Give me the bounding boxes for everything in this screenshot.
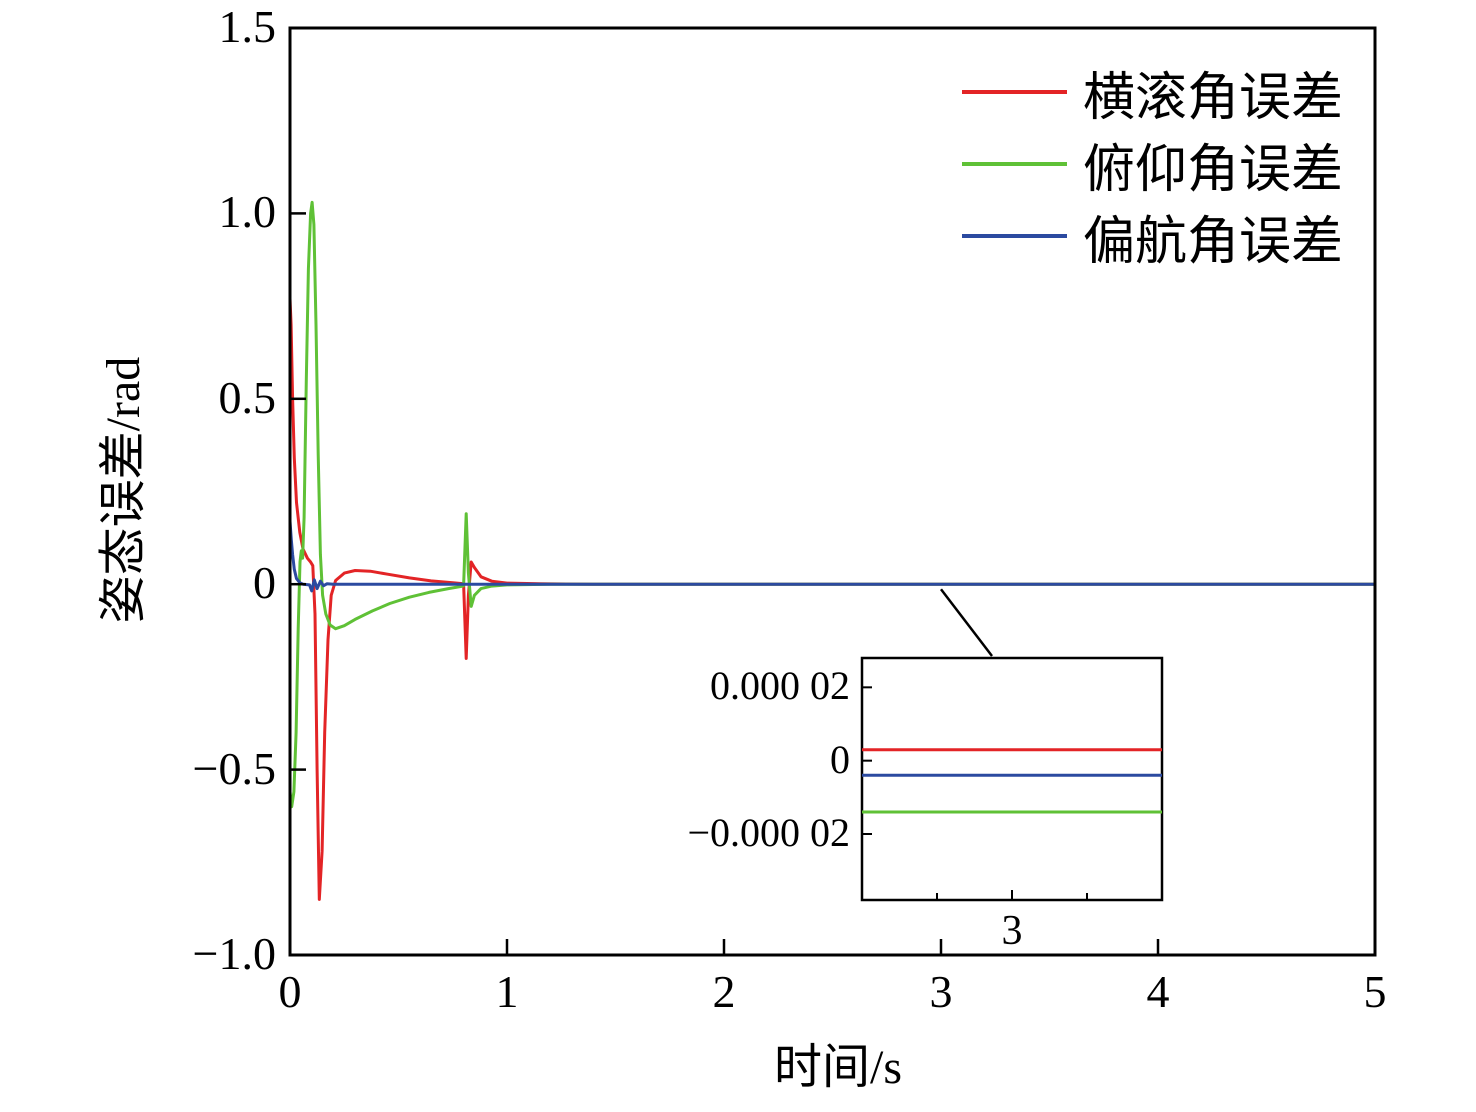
x-axis-label: 时间/s (773, 1041, 903, 1094)
x-tick-label: 0 (278, 966, 302, 1017)
inset-annotation-line (940, 588, 993, 657)
y-tick-label: 0.5 (218, 371, 277, 423)
y-tick-label: 1.0 (218, 186, 277, 238)
legend-item-yaw: 偏航角误差 (962, 200, 1343, 272)
legend-label-roll: 横滚角误差 (1083, 69, 1344, 127)
legend-swatch-2 (962, 234, 1067, 238)
inset-frame (860, 656, 1164, 902)
x-tick-label: 3 (929, 966, 953, 1017)
inset-y-tick-label: 0.000 02 (710, 663, 850, 709)
legend-item-pitch: 俯仰角误差 (962, 128, 1343, 200)
x-tick-label: 2 (712, 966, 736, 1017)
inset-x-tick-label: 3 (1001, 908, 1023, 954)
legend-swatch-0 (962, 90, 1067, 94)
legend-swatch-1 (962, 162, 1067, 166)
x-tick-label: 4 (1146, 966, 1170, 1017)
x-tick-label: 1 (495, 966, 519, 1017)
plot-frame (288, 26, 1377, 957)
legend: 横滚角误差 俯仰角误差 偏航角误差 (962, 56, 1343, 272)
y-tick-label: 0 (253, 557, 276, 609)
legend-item-roll: 横滚角误差 (962, 56, 1343, 128)
series-yaw-error (288, 519, 1377, 593)
x-tick-label: 5 (1363, 966, 1387, 1017)
inset-y-tick-label: 0 (830, 736, 850, 782)
legend-label-pitch: 俯仰角误差 (1083, 141, 1344, 199)
y-tick-label: 1.5 (218, 1, 277, 52)
y-tick-label: −1.0 (192, 928, 276, 979)
legend-label-yaw: 偏航角误差 (1083, 213, 1344, 271)
series-pitch-error (288, 200, 1377, 809)
inset-y-tick-label: −0.000 02 (687, 810, 850, 855)
y-tick-label: −0.5 (192, 742, 276, 794)
